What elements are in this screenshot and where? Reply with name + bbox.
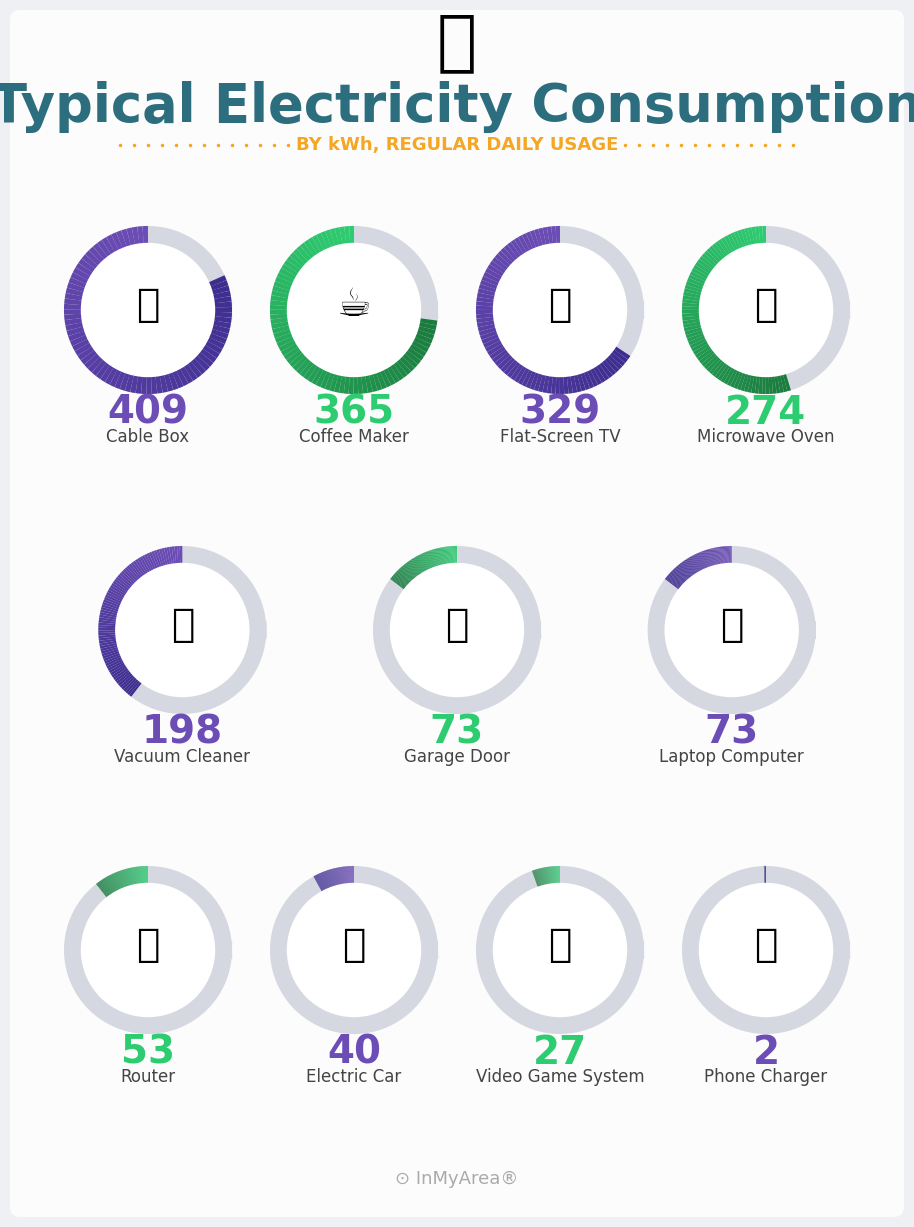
Text: 📦: 📦 <box>754 286 778 324</box>
Text: 40: 40 <box>327 1034 381 1072</box>
Text: Garage Door: Garage Door <box>404 748 510 766</box>
Text: ☕: ☕ <box>336 286 371 324</box>
Circle shape <box>494 883 626 1016</box>
Text: 27: 27 <box>533 1034 587 1072</box>
Text: Router: Router <box>121 1067 175 1086</box>
Circle shape <box>81 883 215 1016</box>
Text: 💻: 💻 <box>720 606 743 644</box>
Circle shape <box>699 243 833 377</box>
Text: Coffee Maker: Coffee Maker <box>299 428 409 445</box>
Text: 📺: 📺 <box>136 286 160 324</box>
Circle shape <box>288 243 420 377</box>
Text: Electric Car: Electric Car <box>306 1067 401 1086</box>
Text: Typical Electricity Consumption: Typical Electricity Consumption <box>0 81 914 133</box>
Text: 📡: 📡 <box>136 926 160 964</box>
Text: Video Game System: Video Game System <box>475 1067 644 1086</box>
Text: 2: 2 <box>752 1034 780 1072</box>
Text: 🏠: 🏠 <box>445 606 469 644</box>
Text: 📺: 📺 <box>548 286 571 324</box>
FancyBboxPatch shape <box>10 10 904 1217</box>
Text: 274: 274 <box>726 394 807 432</box>
Circle shape <box>494 243 626 377</box>
Text: 🧹: 🧹 <box>171 606 194 644</box>
Text: Flat-Screen TV: Flat-Screen TV <box>500 428 621 445</box>
Text: 📱: 📱 <box>754 926 778 964</box>
Text: 🎮: 🎮 <box>548 926 571 964</box>
Text: 329: 329 <box>519 394 600 432</box>
Text: 🚗: 🚗 <box>343 926 366 964</box>
Text: 53: 53 <box>121 1034 175 1072</box>
Text: Laptop Computer: Laptop Computer <box>659 748 804 766</box>
Circle shape <box>665 563 798 697</box>
Text: 💡: 💡 <box>437 9 477 75</box>
Text: Vacuum Cleaner: Vacuum Cleaner <box>114 748 250 766</box>
Text: 365: 365 <box>314 394 395 432</box>
Text: 73: 73 <box>430 714 484 752</box>
Text: ⊙ InMyArea®: ⊙ InMyArea® <box>396 1171 518 1188</box>
Circle shape <box>81 243 215 377</box>
Text: Microwave Oven: Microwave Oven <box>697 428 834 445</box>
Text: 198: 198 <box>142 714 223 752</box>
Text: 73: 73 <box>705 714 759 752</box>
Circle shape <box>116 563 249 697</box>
Text: Phone Charger: Phone Charger <box>705 1067 827 1086</box>
Text: BY kWh, REGULAR DAILY USAGE: BY kWh, REGULAR DAILY USAGE <box>296 136 618 155</box>
Text: Cable Box: Cable Box <box>106 428 189 445</box>
Circle shape <box>288 883 420 1016</box>
Circle shape <box>390 563 524 697</box>
Circle shape <box>699 883 833 1016</box>
Text: 409: 409 <box>108 394 188 432</box>
